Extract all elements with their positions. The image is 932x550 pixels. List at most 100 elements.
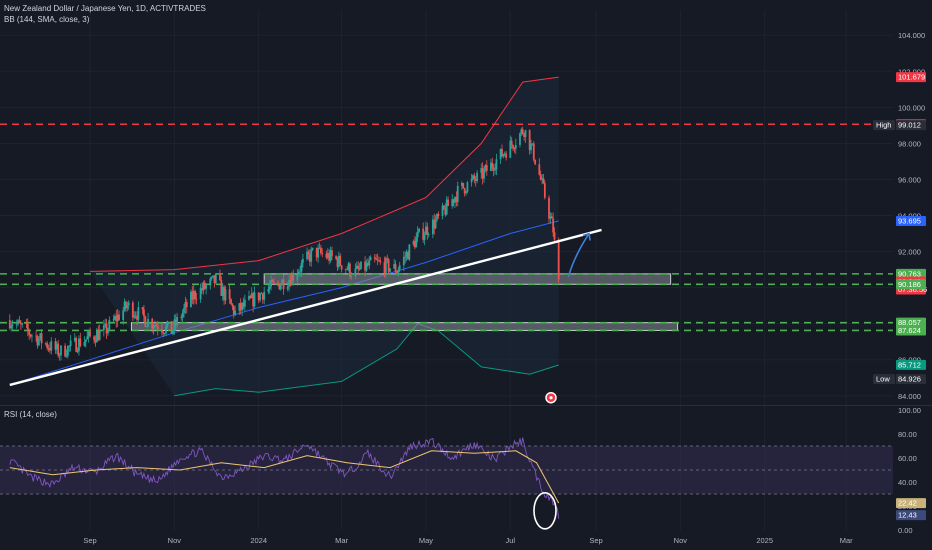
candle-body [503,153,506,155]
candle-body [387,259,390,272]
candle-body [87,331,90,337]
rsi-value-tag [896,510,926,521]
candle-body [460,182,463,186]
candle-body [191,291,194,300]
candle-body [484,165,487,170]
candle-body [257,292,260,301]
candle-body [422,228,425,240]
time-tick-label: 2025 [756,536,773,545]
candle-body [549,216,552,219]
candle-body [250,293,253,298]
support-zone [263,273,672,285]
rsi-value-tag-label: 12.43 [898,511,917,520]
candle-body [296,274,299,281]
candle-body [131,302,134,318]
candle-body [405,252,408,258]
price-tag-prefix-box [873,374,895,385]
price-tag-label: 90.186 [898,280,921,289]
candle-body [219,273,221,281]
candle-body [510,140,513,146]
candle-body [127,302,130,306]
candle-body [505,153,508,158]
candle-body [267,288,270,292]
price-tag-label: 101.679 [898,73,925,82]
candle-body [413,240,416,248]
candle-body [65,355,68,357]
candle-body [337,255,340,268]
bullish-arrow-head [582,232,591,241]
candle-body [329,250,332,261]
time-tick-label: Jul [505,536,515,545]
candle-body [402,256,405,266]
candle-body [147,318,149,327]
candle-body [272,281,275,283]
candle-body [502,154,505,157]
candle-body [437,214,440,216]
trendline [9,228,602,387]
candle-body [466,182,469,192]
candle-body [325,253,328,258]
candle-body [315,247,318,258]
candle-body [243,299,246,307]
candle-body [444,208,447,215]
bb-fill [90,77,559,396]
candle-body [310,249,313,262]
candle-body [75,337,78,352]
price-tag [896,72,926,83]
candle-body [425,226,427,235]
candle-body [89,331,91,337]
candle-body [166,321,169,327]
candle-body [113,316,116,320]
candle-body [277,282,279,284]
candle-body [230,299,232,305]
price-tag-label: 87.624 [898,326,921,335]
rsi-tick-label: 40.00 [898,478,917,487]
candle-body [239,303,242,311]
candle-body [360,261,362,270]
candle-body [8,320,11,329]
candle-body [162,332,165,334]
candle-body [416,231,419,238]
bollinger-bands [9,76,559,397]
candle-body [462,182,465,189]
candle-body [357,265,360,270]
candle-body [185,302,188,308]
candle-body [18,320,21,324]
candle-body [354,268,357,277]
price-tag [896,268,926,279]
candle-body [214,273,217,283]
price-tag-label: 85.712 [898,360,921,369]
candle-body [163,333,166,335]
candle-body [260,293,263,295]
candle-body [441,205,444,216]
candle-body [492,167,495,171]
candle-body [123,301,126,311]
price-tag [896,325,926,336]
candle-body [36,336,39,346]
candle-body [476,172,479,181]
candle-body [369,257,372,261]
price-tag [896,216,926,227]
candle-body [60,345,62,356]
candle-body [238,303,241,311]
candle-body [281,279,284,285]
price-tick-label: 84.000 [898,392,921,401]
candle-body [300,262,303,272]
candle-body [94,340,97,343]
candle-body [539,174,542,180]
candle-body [292,274,295,281]
candle-body [39,333,42,339]
candle-body [50,341,53,351]
candle-body [376,259,379,261]
candle-body [541,178,543,180]
candle-body [271,280,274,282]
bb-indicator-label: BB (144, SMA, close, 3) [4,15,90,24]
candle-body [344,269,347,270]
candle-body [49,348,51,351]
candle-body [534,159,537,165]
candle-body [68,345,71,347]
time-tick-label: 2024 [250,536,267,545]
candle-body [242,302,245,307]
candle-body [328,253,331,261]
